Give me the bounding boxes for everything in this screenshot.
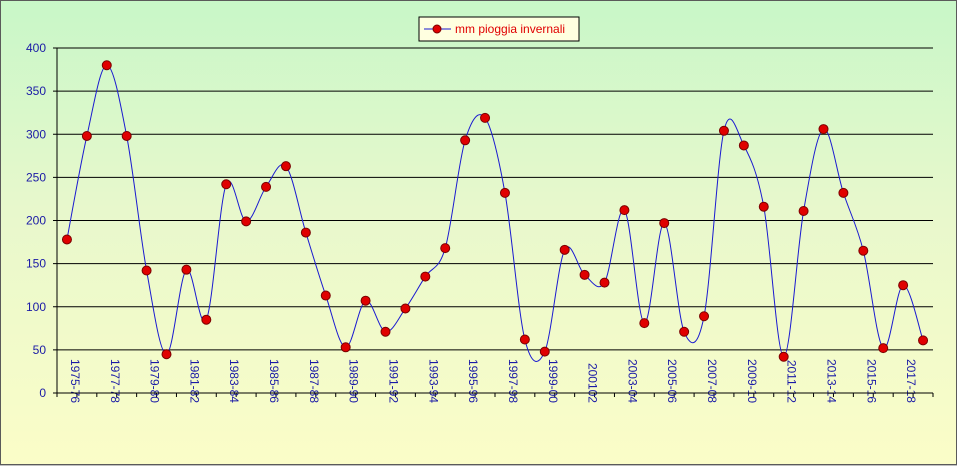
y-tick-label: 100: [26, 300, 46, 314]
data-point: [360, 295, 371, 306]
x-tick-label: 2005-06: [665, 359, 679, 403]
data-point: [480, 112, 491, 123]
x-tick-label: 1999-00: [546, 359, 560, 403]
data-point: [918, 335, 929, 346]
gridlines: [57, 47, 933, 351]
y-axis-ticks: 0 50 100 150 200 250 300 350 400: [26, 41, 57, 400]
data-point: [579, 269, 590, 280]
x-tick-label: 1989-90: [347, 359, 361, 403]
legend: mm pioggia invernali: [418, 16, 580, 42]
data-point: [818, 124, 829, 135]
x-tick-label: 1997-98: [506, 359, 520, 403]
x-tick-label: 1991-92: [387, 359, 401, 403]
data-point: [519, 334, 530, 345]
x-tick-label: 1995-96: [466, 359, 480, 403]
data-point: [499, 187, 510, 198]
data-point: [340, 342, 351, 353]
y-tick-label: 300: [26, 127, 46, 141]
x-tick-label: 2011-12: [785, 360, 799, 403]
data-point: [679, 326, 690, 337]
data-point: [858, 245, 869, 256]
y-tick-label: 350: [26, 84, 46, 98]
data-point: [619, 205, 630, 216]
y-tick-label: 250: [26, 170, 46, 184]
data-point: [221, 179, 232, 190]
x-tick-label: 1983-84: [227, 359, 241, 403]
data-point: [81, 130, 92, 141]
data-point: [460, 135, 471, 146]
data-point: [838, 187, 849, 198]
x-tick-label: 1979-80: [148, 359, 162, 403]
data-point: [101, 60, 112, 71]
data-point: [758, 201, 769, 212]
y-tick-label: 50: [33, 343, 47, 357]
data-points: [61, 60, 929, 362]
data-point: [898, 280, 909, 291]
data-point: [141, 265, 152, 276]
data-point: [201, 314, 212, 325]
x-tick-label: 2007-08: [705, 359, 719, 403]
data-point: [639, 318, 650, 329]
legend-label: mm pioggia invernali: [455, 22, 565, 36]
x-tick-label: 1977-78: [108, 359, 122, 403]
data-point: [280, 161, 291, 172]
data-point: [539, 346, 550, 357]
legend-marker: [432, 24, 442, 34]
data-point: [300, 227, 311, 238]
data-point: [241, 216, 252, 227]
data-point: [181, 264, 192, 275]
axes: [56, 48, 933, 394]
x-tick-label: 200102: [586, 363, 600, 403]
data-point: [718, 125, 729, 136]
data-point: [61, 234, 72, 245]
y-tick-label: 0: [39, 386, 46, 400]
data-point: [798, 206, 809, 217]
data-point: [261, 181, 272, 192]
data-point: [320, 290, 331, 301]
x-tick-label: 2009-10: [745, 359, 759, 403]
x-tick-label: 2017-18: [904, 359, 918, 403]
data-point: [121, 130, 132, 141]
data-point: [599, 277, 610, 288]
x-axis-ticks: 1975-76 1977-78 1979-80 1981-82 1983-84 1985-…: [56, 359, 934, 403]
data-point: [380, 326, 391, 337]
x-tick-label: 2015-16: [864, 359, 878, 403]
data-point: [878, 343, 889, 354]
x-tick-label: 1975-76: [68, 359, 82, 403]
data-point: [420, 271, 431, 282]
x-tick-label: 2003-04: [625, 359, 639, 403]
data-point: [559, 244, 570, 255]
data-point: [778, 351, 789, 362]
x-tick-label: 1993-94: [426, 359, 440, 403]
data-point: [400, 303, 411, 314]
series-line: [66, 64, 924, 362]
data-point: [440, 243, 451, 254]
x-tick-label: 1985-86: [267, 359, 281, 403]
data-point: [659, 218, 670, 229]
data-point: [699, 311, 710, 322]
x-tick-label: 2013-14: [825, 359, 839, 403]
x-tick-label: 1987-88: [307, 359, 321, 403]
y-tick-label: 400: [26, 41, 46, 55]
x-tick-label: 1981-82: [187, 359, 201, 403]
y-tick-label: 150: [26, 257, 46, 271]
data-point: [161, 349, 172, 360]
data-point: [738, 140, 749, 151]
y-tick-label: 200: [26, 214, 46, 228]
